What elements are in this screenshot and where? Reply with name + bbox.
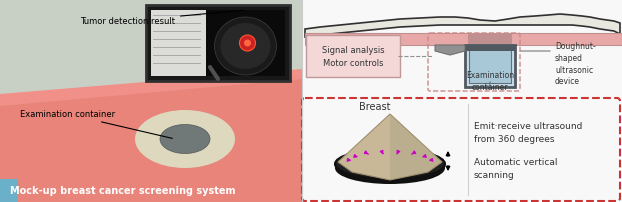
Text: Automatic vertical
scanning: Automatic vertical scanning (474, 157, 557, 179)
FancyBboxPatch shape (146, 6, 290, 82)
Text: Emit·receive ultrasound
from 360 degrees: Emit·receive ultrasound from 360 degrees (474, 121, 582, 143)
Polygon shape (390, 115, 442, 180)
Ellipse shape (215, 18, 277, 76)
Text: Mock-up breast cancer screening system: Mock-up breast cancer screening system (10, 185, 236, 195)
Bar (206, 11, 285, 77)
Bar (302, 0, 622, 100)
Ellipse shape (335, 152, 445, 184)
FancyBboxPatch shape (306, 36, 400, 78)
Ellipse shape (239, 36, 256, 52)
Text: Doughnut-
shaped
ultrasonic
device: Doughnut- shaped ultrasonic device (555, 42, 596, 86)
Polygon shape (338, 115, 442, 180)
FancyBboxPatch shape (465, 46, 515, 87)
FancyBboxPatch shape (302, 99, 620, 201)
Ellipse shape (335, 149, 445, 179)
Polygon shape (0, 70, 302, 106)
Text: Breast: Breast (360, 101, 391, 112)
Text: Examination
container: Examination container (466, 71, 514, 92)
Bar (0, 0, 302, 202)
Bar (468, 34, 512, 46)
Bar (305, 34, 622, 46)
Ellipse shape (135, 110, 235, 168)
Ellipse shape (351, 154, 429, 174)
Ellipse shape (221, 24, 271, 70)
Ellipse shape (160, 125, 210, 154)
Polygon shape (0, 179, 18, 202)
Text: Examination container: Examination container (20, 110, 172, 139)
Text: Signal analysis
Motor controls: Signal analysis Motor controls (322, 46, 384, 67)
Bar (469, 50, 511, 84)
Polygon shape (0, 72, 302, 202)
Ellipse shape (244, 40, 251, 47)
Polygon shape (305, 15, 620, 38)
Text: Tumor detection result: Tumor detection result (80, 11, 243, 26)
Polygon shape (435, 46, 465, 56)
Bar (151, 11, 206, 77)
Ellipse shape (363, 157, 417, 171)
Bar (465, 46, 515, 52)
